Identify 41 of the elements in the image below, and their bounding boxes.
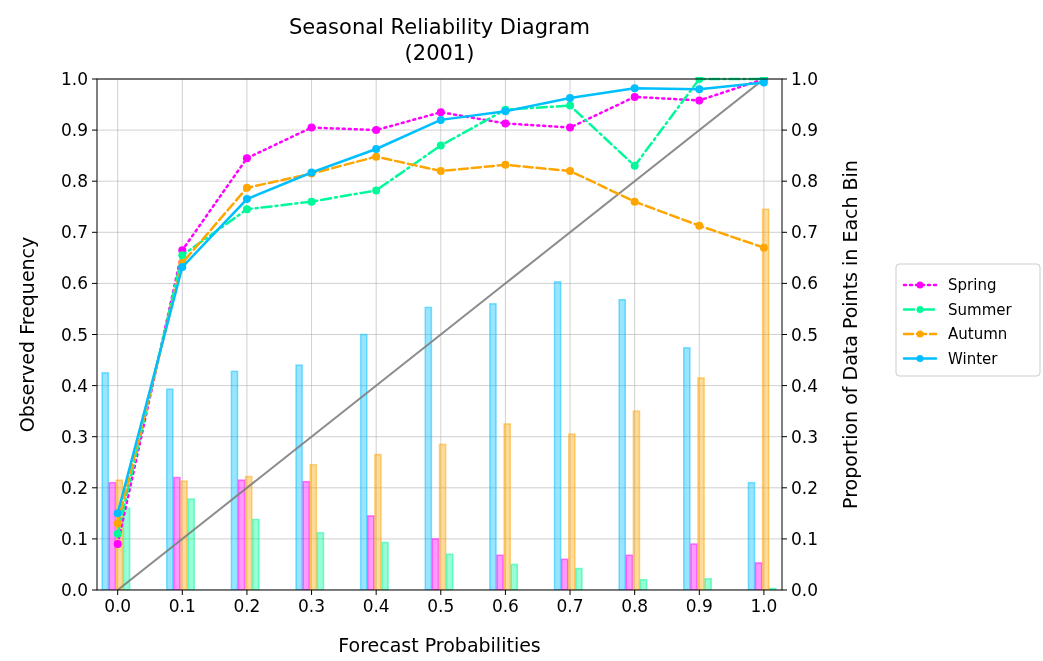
y-tick-label: 0.5 [60,324,88,345]
y-tick-label: 0.6 [60,273,88,294]
y-tick-label: 0.1 [60,528,88,549]
y-tick-label: 0.0 [60,580,88,600]
x-tick-label: 0.0 [104,596,132,616]
legend-label: Winter [948,349,999,368]
legend-label: Summer [948,300,1013,319]
x-tick-label: 0.6 [491,596,519,616]
y-tick-label: 0.9 [60,120,88,141]
y2-tick-label: 0.9 [791,120,819,141]
x-tick-label: 0.3 [298,596,326,616]
chart-title: Seasonal Reliability Diagram (2001) [288,15,591,65]
y-tick-label: 0.7 [60,222,88,243]
y2-tick-label: 0.5 [791,324,819,345]
y2-tick-label: 0.4 [791,375,819,396]
y-axis-title: Observed Frequency [16,236,38,433]
legend-label: Autumn [948,325,1008,343]
y-tick-label: 0.4 [60,375,88,396]
y2-axis-title: Proportion of Data Points in Each Bin [839,160,861,509]
y2-tick-label: 0.1 [791,528,819,549]
y-tick-label: 0.3 [60,426,88,447]
y2-tick-label: 0.6 [791,273,819,294]
y2-tick-label: 0.7 [791,222,819,243]
x-tick-label: 0.8 [621,596,649,616]
x-tick-label: 0.2 [233,596,261,616]
y2-tick-label: 0.0 [791,580,819,600]
y2-tick-label: 0.2 [791,477,819,498]
x-tick-label: 0.4 [362,596,390,616]
y2-tick-label: 0.8 [791,171,819,192]
x-tick-label: 0.9 [685,596,713,616]
x-tick-label: 1.0 [750,596,778,616]
x-axis-title: Forecast Probabilities [338,634,541,656]
y-tick-label: 0.8 [60,171,88,192]
x-tick-label: 0.7 [556,596,584,616]
x-tick-label: 0.5 [427,596,455,616]
y2-tick-label: 0.3 [791,426,819,447]
y2-tick-label: 1.0 [791,69,819,89]
y-tick-label: 1.0 [60,69,88,89]
x-tick-label: 0.1 [168,596,196,616]
legend-label: Spring [948,276,997,294]
y-tick-label: 0.2 [60,477,88,498]
